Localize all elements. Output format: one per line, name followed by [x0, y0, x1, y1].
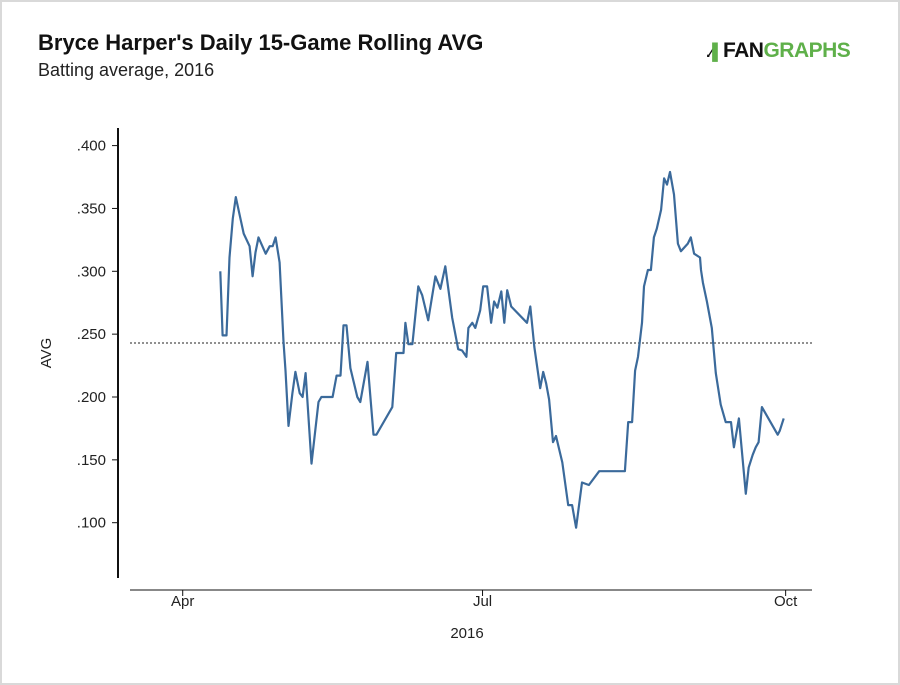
x-tick-label: Oct — [774, 593, 798, 610]
chart-title: Bryce Harper's Daily 15-Game Rolling AVG — [38, 30, 484, 55]
x-tick-label: Apr — [171, 593, 194, 610]
logo-graphs: GRAPHS — [763, 39, 851, 62]
y-tick-label: .250 — [77, 326, 106, 343]
x-tick-label: Jul — [473, 593, 492, 610]
y-tick-label: .200 — [77, 389, 106, 406]
chart-subtitle: Batting average, 2016 — [38, 60, 215, 80]
y-axis-label: AVG — [38, 338, 55, 369]
y-tick-label: .400 — [77, 138, 106, 155]
y-tick-label: .150 — [77, 452, 106, 469]
y-tick-label: .300 — [77, 263, 106, 280]
batter-icon: .⁄▌ — [706, 44, 723, 61]
logo-fan: FAN — [722, 39, 764, 62]
y-tick-label: .350 — [77, 200, 106, 217]
x-axis-label: 2016 — [450, 625, 483, 642]
series-line-rolling-avg — [219, 170, 785, 529]
y-tick-label: .100 — [77, 515, 106, 532]
fangraphs-logo: .⁄▌FANGRAPHS — [706, 39, 851, 63]
